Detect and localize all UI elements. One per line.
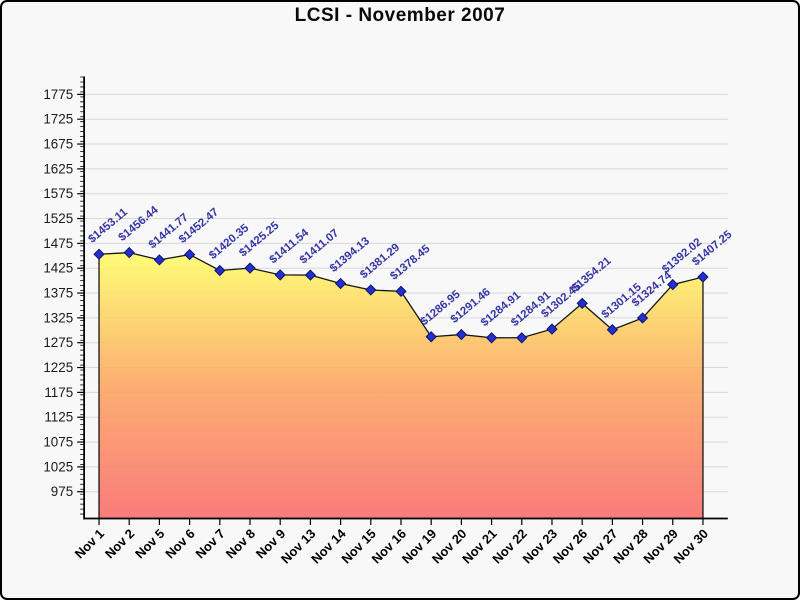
data-point-marker — [123, 246, 135, 259]
x-tick-label: Nov 6 — [162, 526, 197, 561]
data-point-marker — [334, 277, 347, 290]
data-point-marker — [214, 264, 226, 277]
data-point-marker — [304, 269, 317, 281]
data-point-markers — [93, 246, 709, 344]
y-tick-label: 1475 — [43, 236, 73, 251]
data-point-marker — [697, 271, 709, 283]
x-axis — [84, 517, 728, 525]
y-tick-label: 1175 — [44, 385, 73, 400]
data-point-marker — [425, 331, 437, 343]
y-tick-label: 1625 — [43, 161, 73, 176]
x-tick-label: Nov 30 — [671, 526, 712, 567]
data-point-marker — [667, 278, 679, 291]
y-tick-label: 1675 — [43, 137, 73, 152]
data-point-marker — [516, 332, 528, 344]
x-tick-label: Nov 2 — [102, 526, 137, 561]
y-tick-label: 1575 — [43, 186, 73, 201]
y-tick-label: 1425 — [43, 261, 73, 276]
data-point-marker — [365, 284, 377, 296]
x-tick-label: Nov 7 — [192, 526, 227, 561]
data-point-marker — [606, 324, 619, 336]
y-tick-label: 975 — [51, 484, 73, 499]
data-point-marker — [485, 332, 498, 344]
y-tick-label: 1125 — [44, 410, 73, 425]
chart-title: LCSI - November 2007 — [294, 5, 506, 26]
y-tick-label: 1725 — [43, 112, 73, 127]
x-tick-label: Nov 5 — [132, 526, 167, 561]
y-tick-label: 1375 — [43, 286, 73, 301]
x-tick-label: Nov 1 — [72, 526, 107, 561]
data-point-marker — [183, 248, 196, 261]
y-tick-label: 1325 — [43, 310, 73, 325]
y-tick-label: 1775 — [43, 87, 73, 102]
data-point-marker — [153, 254, 166, 266]
x-tick-label: Nov 8 — [223, 526, 258, 561]
data-point-marker — [455, 328, 468, 341]
y-tick-label: 1025 — [43, 459, 73, 474]
y-axis: 975 1025 1075 1125 1175 1225 1275 1325 1375 1425 1… — [43, 76, 86, 520]
y-tick-label: 1075 — [43, 435, 73, 450]
point-value-label: $1354.21 — [569, 255, 614, 295]
y-tick-label: 1275 — [43, 335, 73, 350]
data-point-marker — [93, 248, 105, 260]
data-point-marker — [636, 312, 649, 324]
data-point-marker — [395, 285, 407, 298]
y-tick-label: 1525 — [43, 211, 73, 226]
y-tick-label: 1225 — [43, 360, 73, 375]
data-point-marker — [546, 323, 558, 335]
data-point-marker — [274, 269, 286, 281]
data-point-marker — [576, 297, 588, 310]
area-series — [98, 251, 704, 520]
data-point-marker — [244, 262, 256, 274]
